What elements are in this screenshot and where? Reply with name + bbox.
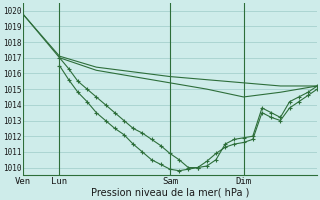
X-axis label: Pression niveau de la mer( hPa ): Pression niveau de la mer( hPa ) bbox=[91, 187, 249, 197]
